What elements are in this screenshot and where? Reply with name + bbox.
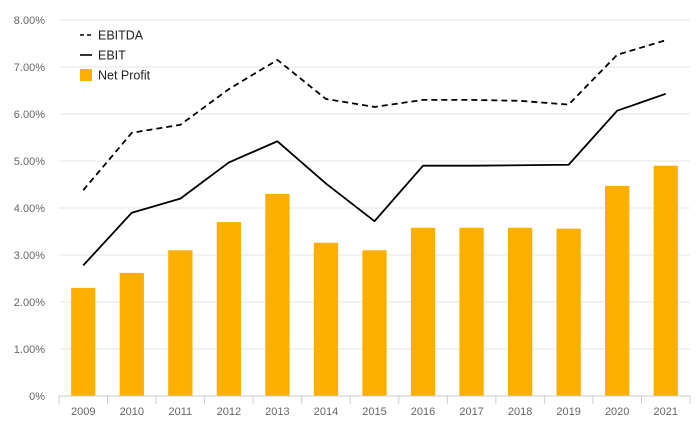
- xtick-label-2011: 2011: [169, 406, 193, 418]
- bar-net-profit-2021: [653, 165, 678, 396]
- bar-net-profit-2010: [119, 272, 144, 396]
- bar-net-profit-2015: [362, 250, 387, 396]
- legend: EBITDA EBIT Net Profit: [80, 29, 151, 83]
- ytick-label-7: 7.00%: [14, 62, 45, 74]
- xtick-label-2013: 2013: [265, 406, 289, 418]
- xtick-label-2010: 2010: [120, 406, 144, 418]
- xtick-label-2012: 2012: [217, 406, 241, 418]
- bar-net-profit-2009: [71, 287, 96, 396]
- xtick-label-2015: 2015: [362, 406, 386, 418]
- xtick-label-2021: 2021: [653, 406, 677, 418]
- line-ebit: [82, 92, 667, 266]
- xtick-label-2016: 2016: [411, 406, 435, 418]
- ytick-label-6: 6.00%: [14, 109, 45, 121]
- bar-net-profit-2012: [216, 222, 242, 396]
- bar-net-profit-2018: [507, 227, 533, 396]
- xtick-label-2009: 2009: [71, 406, 95, 418]
- bar-net-profit-2017: [459, 227, 484, 396]
- xtick-label-2020: 2020: [605, 406, 629, 418]
- bars-net-profit: [71, 165, 678, 396]
- bar-net-profit-2020: [605, 185, 630, 396]
- ytick-label-8: 8.00%: [14, 15, 45, 27]
- xtick-label-2018: 2018: [508, 406, 532, 418]
- bar-net-profit-2014: [313, 242, 339, 396]
- axes-layer: 0% 1.00% 2.00% 3.00% 4.00% 5.00% 6.00% 7.00% 8.0…: [14, 15, 691, 418]
- ytick-label-1: 1.00%: [14, 344, 45, 356]
- ytick-label-2: 2.00%: [14, 297, 45, 309]
- xtick-label-2019: 2019: [556, 406, 580, 418]
- xtick-label-2014: 2014: [314, 406, 338, 418]
- legend-swatch-net-profit: [80, 69, 92, 81]
- legend-label-ebitda: EBITDA: [98, 29, 144, 43]
- bar-net-profit-2016: [410, 227, 436, 396]
- legend-label-net-profit: Net Profit: [98, 69, 151, 83]
- xtick-label-2017: 2017: [459, 406, 483, 418]
- ytick-label-3: 3.00%: [14, 250, 45, 262]
- bar-net-profit-2019: [556, 228, 581, 396]
- lines-layer: [82, 39, 667, 266]
- bar-net-profit-2013: [265, 193, 290, 396]
- line-ebitda: [82, 39, 666, 191]
- ytick-label-5: 5.00%: [14, 156, 45, 168]
- ytick-label-4: 4.00%: [14, 203, 45, 215]
- bar-net-profit-2011: [168, 250, 193, 396]
- legend-label-ebit: EBIT: [98, 49, 126, 63]
- ytick-label-0: 0%: [29, 391, 45, 403]
